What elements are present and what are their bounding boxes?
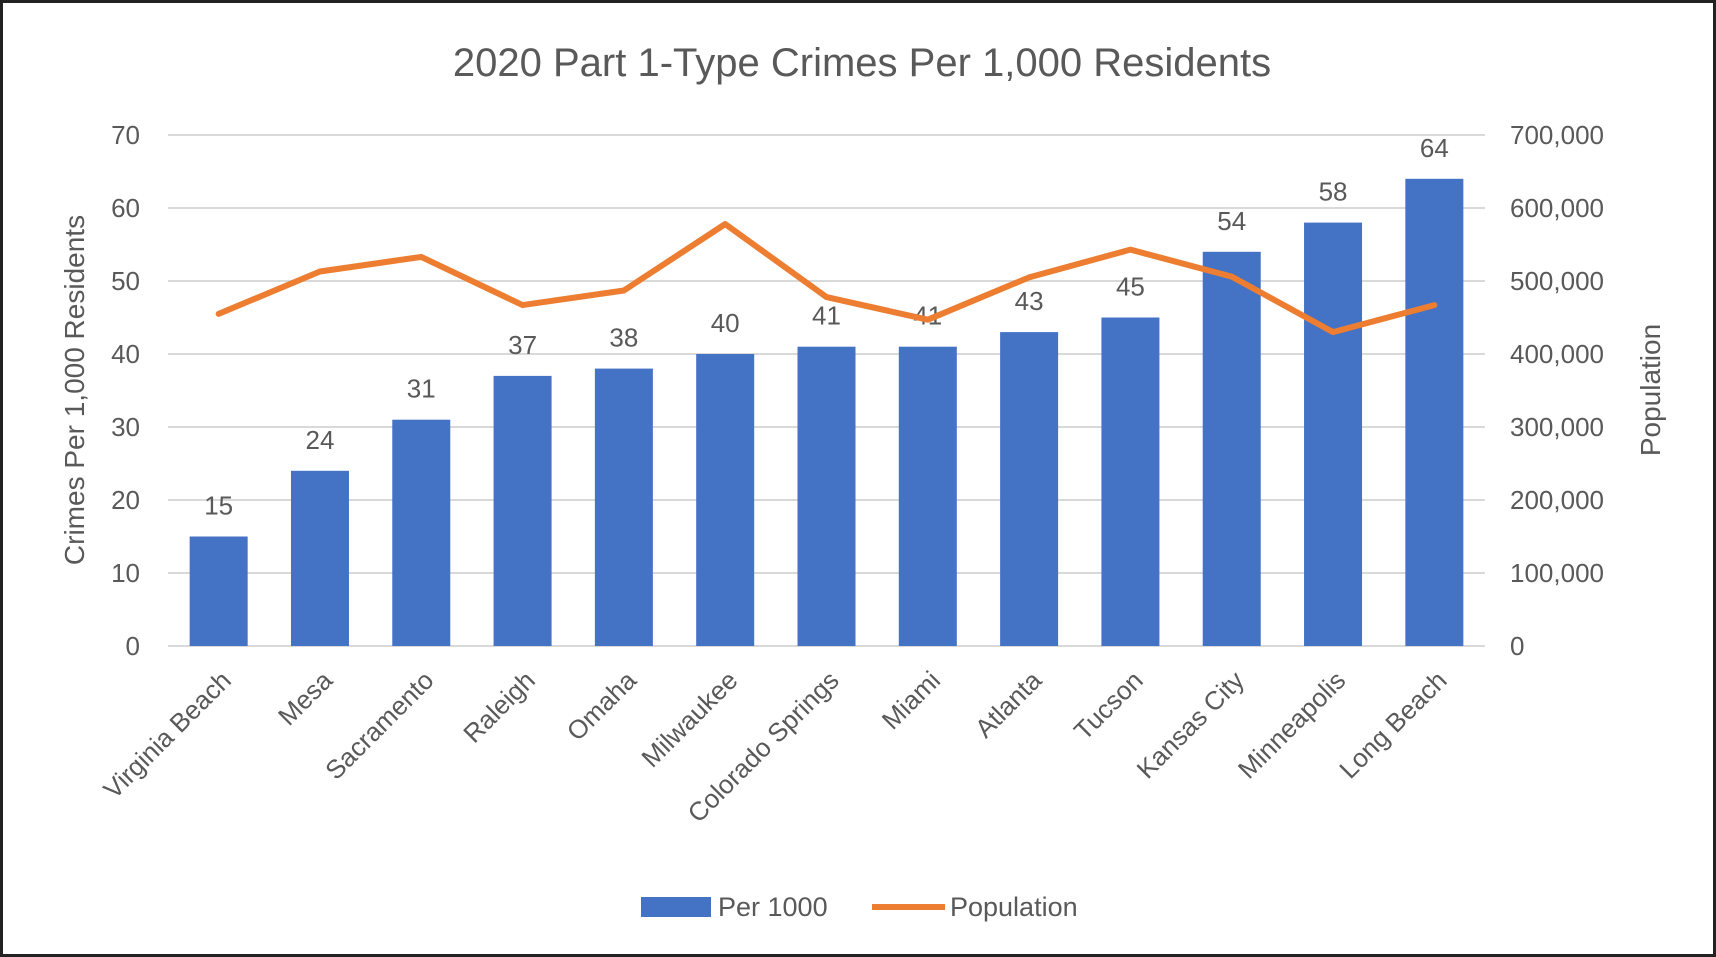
bar-data-label: 58 xyxy=(1319,177,1348,207)
chart-title: 2020 Part 1-Type Crimes Per 1,000 Reside… xyxy=(453,41,1271,85)
x-tick-label: Minneapolis xyxy=(1232,665,1351,784)
y2-tick-label: 600,000 xyxy=(1510,193,1604,223)
bar-data-label: 15 xyxy=(204,491,233,521)
y-tick-label: 70 xyxy=(111,120,140,150)
y2-tick-label: 700,000 xyxy=(1510,120,1604,150)
bar xyxy=(1202,251,1261,647)
y2-tick-label: 200,000 xyxy=(1510,485,1604,515)
legend-label-population: Population xyxy=(950,892,1078,922)
y-tick-label: 20 xyxy=(111,485,140,515)
bar-data-label: 37 xyxy=(508,330,537,360)
legend-swatch-per-1000 xyxy=(641,897,711,917)
x-tick-label: Raleigh xyxy=(457,665,541,749)
y2-tick-label: 0 xyxy=(1510,631,1524,661)
y-axis-title: Crimes Per 1,000 Residents xyxy=(59,215,90,565)
bar xyxy=(1304,222,1363,646)
y2-tick-label: 300,000 xyxy=(1510,412,1604,442)
y-tick-label: 60 xyxy=(111,193,140,223)
y-tick-label: 10 xyxy=(111,558,140,588)
bar xyxy=(797,346,856,646)
y-axis-ticks: 0 10 20 30 40 50 60 70 xyxy=(111,120,140,661)
x-tick-label: Milwaukee xyxy=(635,665,743,773)
x-tick-label: Kansas City xyxy=(1131,665,1250,784)
bar xyxy=(696,354,755,646)
x-tick-label: Long Beach xyxy=(1333,665,1452,784)
bar-data-label: 54 xyxy=(1217,206,1246,236)
x-tick-label: Tucson xyxy=(1068,665,1149,746)
x-tick-label: Virginia Beach xyxy=(97,665,236,804)
y2-axis-ticks: 0 100,000 200,000 300,000 400,000 500,000 600,… xyxy=(1510,120,1604,661)
bar xyxy=(1000,332,1059,646)
bar-data-label: 43 xyxy=(1015,286,1044,316)
bar-data-label: 41 xyxy=(812,301,841,331)
x-tick-label: Mesa xyxy=(272,665,339,732)
y-tick-label: 40 xyxy=(111,339,140,369)
bar xyxy=(898,346,957,646)
legend: Per 1000 Population xyxy=(641,892,1078,922)
y-tick-label: 50 xyxy=(111,266,140,296)
bar-data-label: 24 xyxy=(306,425,335,455)
x-tick-label: Atlanta xyxy=(969,665,1048,744)
bar xyxy=(493,375,552,646)
y2-tick-label: 400,000 xyxy=(1510,339,1604,369)
bar xyxy=(392,419,451,646)
bar-series-per-1000 xyxy=(189,178,1464,647)
bar-data-label: 40 xyxy=(711,308,740,338)
line-series-population xyxy=(215,221,1438,336)
bar xyxy=(189,536,248,646)
y2-axis-title: Population xyxy=(1635,324,1666,456)
bar xyxy=(1101,317,1160,646)
y-tick-label: 0 xyxy=(126,631,140,661)
bar xyxy=(290,470,349,646)
y2-tick-label: 100,000 xyxy=(1510,558,1604,588)
bar-data-label: 45 xyxy=(1116,272,1145,302)
x-tick-label: Sacramento xyxy=(319,665,439,785)
bar xyxy=(594,368,653,646)
legend-label-per-1000: Per 1000 xyxy=(718,892,828,922)
x-tick-label: Miami xyxy=(876,665,946,735)
bar xyxy=(1405,178,1464,647)
y-tick-label: 30 xyxy=(111,412,140,442)
y2-tick-label: 500,000 xyxy=(1510,266,1604,296)
bar-data-label: 31 xyxy=(407,374,436,404)
bar-data-label: 64 xyxy=(1420,133,1449,163)
x-tick-label: Omaha xyxy=(561,665,643,747)
bar-data-label: 38 xyxy=(609,323,638,353)
